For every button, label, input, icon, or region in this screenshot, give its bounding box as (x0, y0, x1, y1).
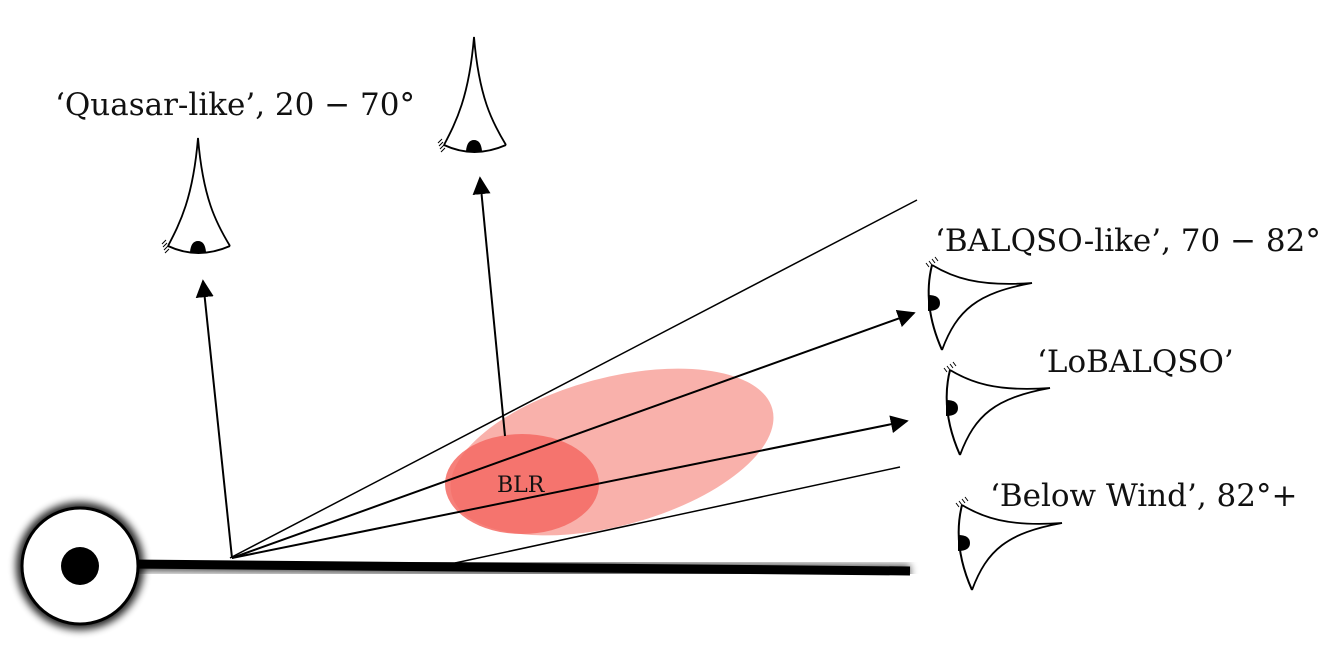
label-balqso-like: ‘BALQSO-like’, 70 − 82° (935, 223, 1321, 259)
arrow-quasar-left (195, 279, 233, 559)
blr-inner-region (445, 434, 599, 534)
eye-icon (437, 36, 507, 153)
arrow-lobalqso (231, 415, 909, 559)
accretion-disk (129, 559, 911, 576)
eye-icon (925, 256, 1033, 351)
eye-icon (943, 361, 1051, 456)
eye-icon (161, 137, 231, 254)
label-quasar-like: ‘Quasar-like’, 20 − 70° (55, 87, 415, 123)
lower-boundary-line (454, 466, 901, 564)
label-lobalqso: ‘LoBALQSO’ (1037, 344, 1234, 380)
label-blr: BLR (497, 473, 546, 498)
upper-boundary-line (229, 199, 918, 559)
black-hole-icon (16, 502, 144, 630)
label-below-wind: ‘Below Wind’, 82°+ (990, 478, 1297, 514)
arrow-quasar-right (472, 176, 506, 437)
arrow-balqso (231, 310, 916, 559)
